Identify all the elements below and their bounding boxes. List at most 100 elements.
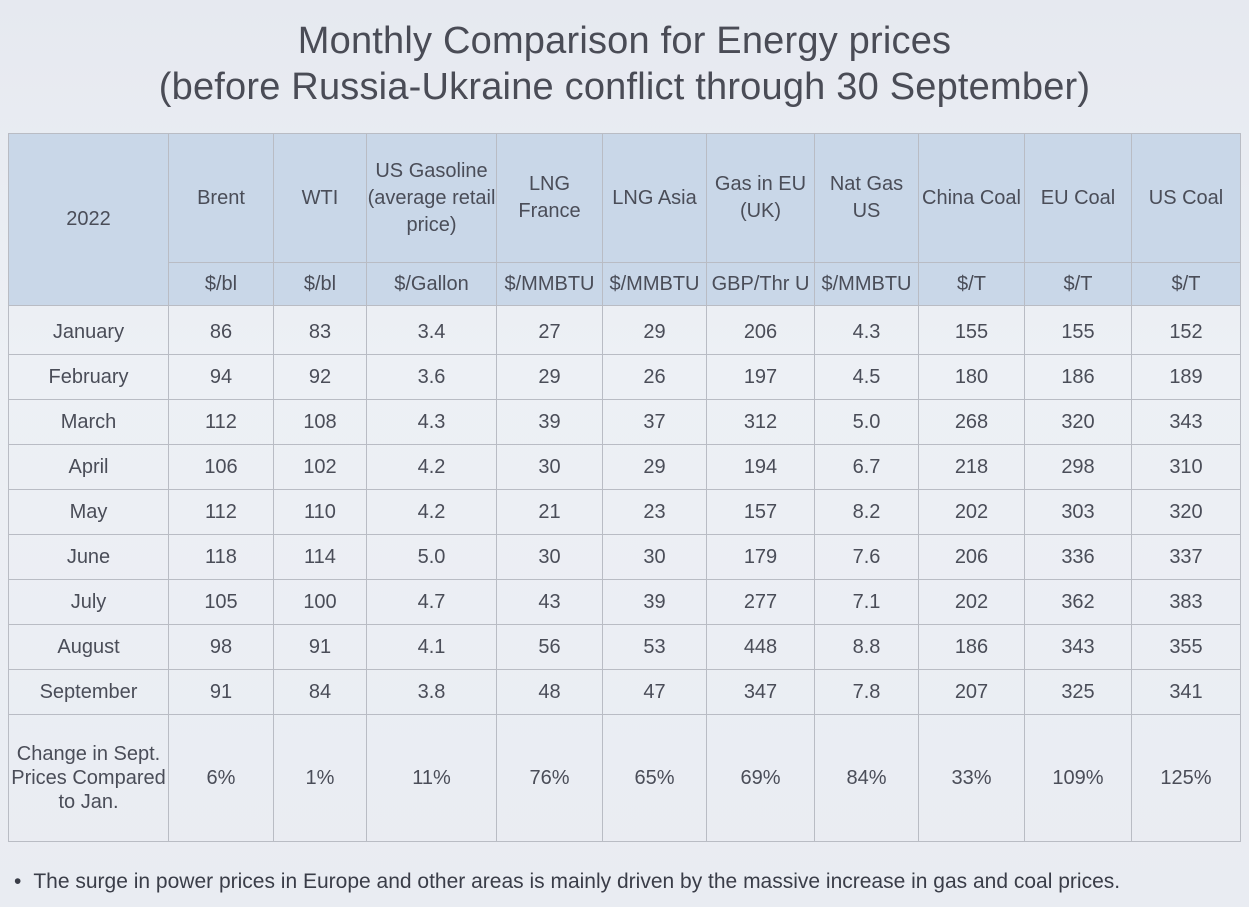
table-cell: 337 xyxy=(1131,534,1241,580)
table-cell: 86 xyxy=(168,305,274,355)
month-label: July xyxy=(8,579,169,625)
table-cell: 105 xyxy=(168,579,274,625)
table-cell: 118 xyxy=(168,534,274,580)
table-row: July 105 100 4.7 43 39 277 7.1 202 362 383 xyxy=(8,579,1241,625)
unit-header: $/MMBTU xyxy=(602,262,707,306)
table-cell: 112 xyxy=(168,489,274,535)
table-cell: 100 xyxy=(273,579,367,625)
table-cell: 26 xyxy=(602,354,707,400)
table-cell: 343 xyxy=(1131,399,1241,445)
change-cell: 11% xyxy=(366,714,497,842)
column-header-us-coal: US Coal xyxy=(1131,133,1241,263)
column-header-lng-asia: LNG Asia xyxy=(602,133,707,263)
table-cell: 110 xyxy=(273,489,367,535)
table-cell: 21 xyxy=(496,489,603,535)
title-line-2: (before Russia-Ukraine conflict through … xyxy=(158,66,1091,108)
table-cell: 4.2 xyxy=(366,489,497,535)
table-cell: 98 xyxy=(168,624,274,670)
table-cell: 155 xyxy=(918,305,1025,355)
table-cell: 152 xyxy=(1131,305,1241,355)
table-cell: 277 xyxy=(706,579,815,625)
month-label: February xyxy=(8,354,169,400)
year-header: 2022 xyxy=(8,133,169,306)
bullet-icon: • xyxy=(14,870,22,893)
table-cell: 312 xyxy=(706,399,815,445)
table-cell: 94 xyxy=(168,354,274,400)
table-row: August 98 91 4.1 56 53 448 8.8 186 343 355 xyxy=(8,624,1241,670)
table-cell: 298 xyxy=(1024,444,1132,490)
table-cell: 206 xyxy=(706,305,815,355)
table-cell: 27 xyxy=(496,305,603,355)
table-cell: 8.2 xyxy=(814,489,919,535)
column-header-us-gasoline: US Gasoline (average retail price) xyxy=(366,133,497,263)
column-header-wti: WTI xyxy=(273,133,367,263)
title-line-1: Monthly Comparison for Energy prices xyxy=(297,20,952,62)
unit-header: $/bl xyxy=(168,262,274,306)
table-cell: 343 xyxy=(1024,624,1132,670)
table-cell: 39 xyxy=(496,399,603,445)
column-header-brent: Brent xyxy=(168,133,274,263)
table-cell: 347 xyxy=(706,669,815,715)
table-row: May 112 110 4.2 21 23 157 8.2 202 303 320 xyxy=(8,489,1241,535)
table-cell: 4.2 xyxy=(366,444,497,490)
table-cell: 186 xyxy=(1024,354,1132,400)
table-row: September 91 84 3.8 48 47 347 7.8 207 325 341 xyxy=(8,669,1241,715)
column-header-china-coal: China Coal xyxy=(918,133,1025,263)
table-cell: 341 xyxy=(1131,669,1241,715)
table-cell: 383 xyxy=(1131,579,1241,625)
table-cell: 336 xyxy=(1024,534,1132,580)
table-cell: 355 xyxy=(1131,624,1241,670)
table-cell: 4.1 xyxy=(366,624,497,670)
table-cell: 4.3 xyxy=(814,305,919,355)
table-cell: 7.1 xyxy=(814,579,919,625)
change-cell: 1% xyxy=(273,714,367,842)
table-cell: 3.6 xyxy=(366,354,497,400)
change-cell: 33% xyxy=(918,714,1025,842)
table-cell: 30 xyxy=(602,534,707,580)
change-cell: 69% xyxy=(706,714,815,842)
month-label: September xyxy=(8,669,169,715)
page-title: Monthly Comparison for Energy prices (be… xyxy=(0,18,1249,110)
table-cell: 320 xyxy=(1131,489,1241,535)
table-cell: 92 xyxy=(273,354,367,400)
table-cell: 180 xyxy=(918,354,1025,400)
column-header-eu-coal: EU Coal xyxy=(1024,133,1132,263)
table-cell: 29 xyxy=(496,354,603,400)
unit-header: $/T xyxy=(1131,262,1241,306)
unit-header: $/bl xyxy=(273,262,367,306)
month-label: August xyxy=(8,624,169,670)
table-row: June 118 114 5.0 30 30 179 7.6 206 336 337 xyxy=(8,534,1241,580)
table-cell: 448 xyxy=(706,624,815,670)
table-cell: 8.8 xyxy=(814,624,919,670)
table-cell: 39 xyxy=(602,579,707,625)
table-cell: 310 xyxy=(1131,444,1241,490)
table-cell: 83 xyxy=(273,305,367,355)
change-row: Change in Sept. Prices Compared to Jan. 6… xyxy=(8,714,1241,842)
table-cell: 5.0 xyxy=(366,534,497,580)
table-cell: 7.8 xyxy=(814,669,919,715)
unit-header: $/Gallon xyxy=(366,262,497,306)
change-cell: 65% xyxy=(602,714,707,842)
table-cell: 206 xyxy=(918,534,1025,580)
column-header-gas-in-eu: Gas in EU (UK) xyxy=(706,133,815,263)
table-row: January 86 83 3.4 27 29 206 4.3 155 155 152 xyxy=(8,305,1241,355)
table-cell: 3.8 xyxy=(366,669,497,715)
table-cell: 4.3 xyxy=(366,399,497,445)
table-cell: 362 xyxy=(1024,579,1132,625)
month-label: June xyxy=(8,534,169,580)
table-row: April 106 102 4.2 30 29 194 6.7 218 298 310 xyxy=(8,444,1241,490)
unit-header: $/T xyxy=(1024,262,1132,306)
footnote: • The surge in power prices in Europe and… xyxy=(14,870,1120,894)
table-cell: 155 xyxy=(1024,305,1132,355)
table-cell: 108 xyxy=(273,399,367,445)
unit-header: $/MMBTU xyxy=(814,262,919,306)
table-cell: 6.7 xyxy=(814,444,919,490)
table-cell: 320 xyxy=(1024,399,1132,445)
change-cell: 109% xyxy=(1024,714,1132,842)
table-row: March 112 108 4.3 39 37 312 5.0 268 320 343 xyxy=(8,399,1241,445)
table-cell: 91 xyxy=(168,669,274,715)
table-cell: 29 xyxy=(602,444,707,490)
table-cell: 53 xyxy=(602,624,707,670)
table-cell: 56 xyxy=(496,624,603,670)
unit-header: $/MMBTU xyxy=(496,262,603,306)
